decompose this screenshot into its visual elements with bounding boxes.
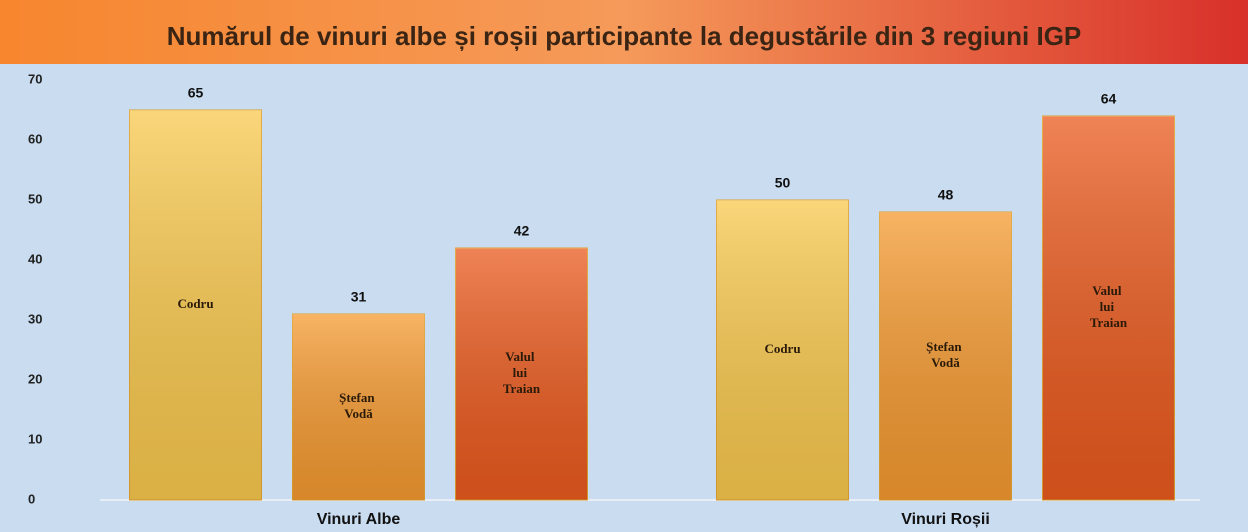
x-tick-label: Vinuri Roșii xyxy=(901,511,990,528)
y-tick-label: 40 xyxy=(28,251,42,266)
bar-series-label: Ștefan Vodă xyxy=(926,339,965,370)
data-label: 42 xyxy=(514,223,530,239)
y-tick-label: 0 xyxy=(28,491,35,506)
bar-shine xyxy=(879,212,1012,500)
data-label: 50 xyxy=(775,175,791,191)
chart-title: Numărul de vinuri albe și roșii particip… xyxy=(167,21,1082,51)
data-label: 64 xyxy=(1101,91,1117,107)
bar-series-label: Ștefan Vodă xyxy=(339,390,378,421)
y-tick-label: 50 xyxy=(28,191,42,206)
y-tick-label: 70 xyxy=(28,71,42,86)
x-tick-label: Vinuri Albe xyxy=(317,511,401,528)
title-banner xyxy=(0,0,1248,64)
bar-shine xyxy=(129,110,262,500)
bar-shine xyxy=(716,200,849,500)
y-tick-label: 60 xyxy=(28,131,42,146)
data-label: 31 xyxy=(351,289,367,305)
bar-series-label: Codru xyxy=(764,341,800,356)
y-tick-label: 10 xyxy=(28,431,42,446)
data-label: 48 xyxy=(938,187,954,203)
bar-series-label: Codru xyxy=(177,296,213,311)
y-tick-label: 20 xyxy=(28,371,42,386)
bar-shine xyxy=(455,248,588,500)
y-tick-label: 30 xyxy=(28,311,42,326)
bar-series-label: Valul lui Traian xyxy=(1090,283,1128,330)
bar-shine xyxy=(1042,116,1175,500)
bar-shine xyxy=(292,314,425,500)
bar-series-label: Valul lui Traian xyxy=(503,349,541,396)
data-label: 65 xyxy=(188,85,204,101)
